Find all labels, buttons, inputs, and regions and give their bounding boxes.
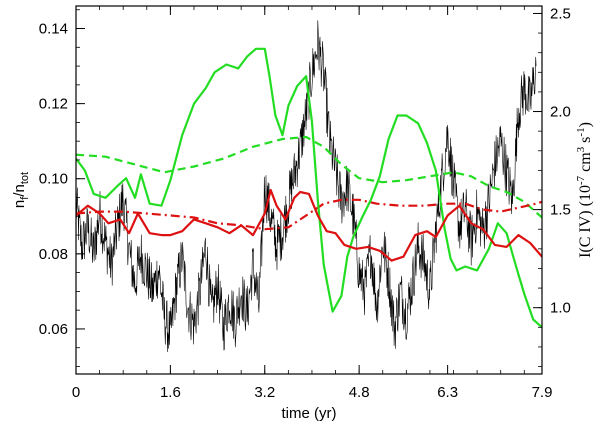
y-left-tick-label: 0.14 [39, 21, 68, 38]
ylabel-left-mid: /n [11, 184, 28, 197]
y-left-tick-label: 0.10 [39, 171, 68, 188]
y-axis-label-left: nf/ntot [11, 172, 31, 208]
y-left-tick-label: 0.12 [39, 96, 68, 113]
ylabel-left-sub2: tot [19, 172, 31, 184]
plot-clip-group [76, 20, 542, 352]
y-right-tick-label: 2.0 [550, 104, 571, 121]
x-tick-label: 4.8 [349, 384, 370, 401]
ylabel-right-post: ) [577, 122, 594, 127]
ylabel-left-main: n [11, 200, 28, 208]
y-right-tick-label: 1.5 [550, 202, 571, 219]
ticks-layer: 0 1.6 3.2 4.8 6.3 7.9 0.06 0.08 0.10 0.12 0.14 1.0 1… [39, 5, 571, 401]
y-left-tick-label: 0.06 [39, 321, 68, 338]
svg-text:nf/ntot: nf/ntot [11, 172, 31, 208]
y-axis-label-right: I(C IV) (10-7 cm3 s-1) [575, 122, 594, 258]
ylabel-right-mid2: s [577, 137, 594, 147]
series-line-noisy-black [76, 20, 537, 352]
ylabel-right-sup1: -7 [575, 175, 587, 185]
x-tick-label: 0 [72, 384, 80, 401]
x-tick-label: 6.3 [437, 384, 458, 401]
ylabel-right-sup2: 3 [575, 146, 587, 152]
series-line-dashdot-red [76, 198, 542, 231]
x-axis-label: time (yr) [282, 405, 337, 422]
series-layer [76, 20, 542, 352]
y-right-tick-label: 2.5 [550, 5, 571, 22]
x-tick-label: 1.6 [160, 384, 181, 401]
x-tick-label: 3.2 [254, 384, 275, 401]
x-tick-label: 7.9 [532, 384, 553, 401]
ylabel-right-sup3: -1 [575, 127, 587, 136]
y-left-tick-label: 0.08 [39, 246, 68, 263]
ylabel-right-mid: cm [577, 152, 594, 176]
series-line-solid-red [76, 188, 542, 262]
ylabel-right-pre: I(C IV) (10 [577, 185, 594, 258]
series-line-solid-green [76, 47, 542, 329]
series-line-dashed-green [76, 135, 542, 219]
y-right-tick-label: 1.0 [550, 300, 571, 317]
svg-text:I(C IV) (10-7 cm3 s-1): I(C IV) (10-7 cm3 s-1) [575, 122, 594, 258]
ylabel-left-sub1: f [19, 196, 31, 200]
